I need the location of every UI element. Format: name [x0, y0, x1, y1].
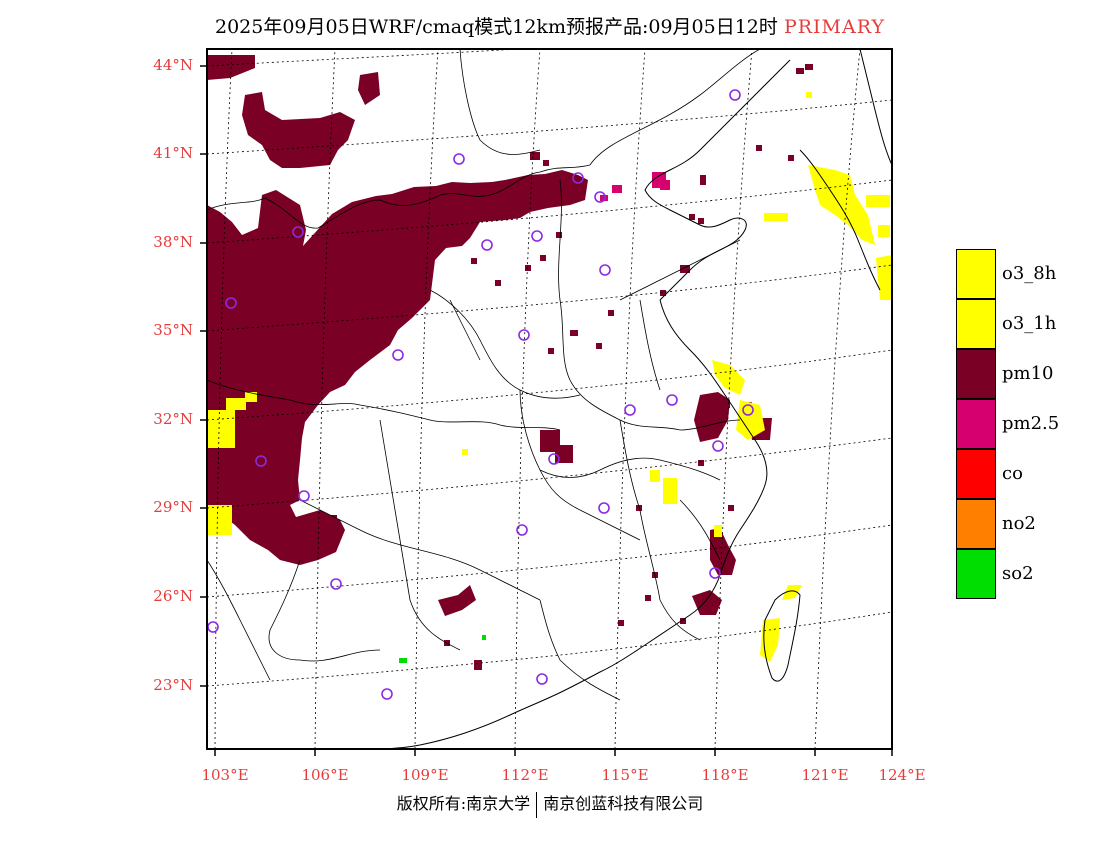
lon-label-112e: 112°E [501, 766, 549, 784]
map-title: 2025年09月05日WRF/cmaq模式12km预报产品:09月05日12时 … [0, 12, 1100, 39]
title-text: 2025年09月05日WRF/cmaq模式12km预报产品:09月05日12时 [214, 16, 778, 38]
lon-label-103e: 103°E [201, 766, 249, 784]
o3-patches [207, 92, 892, 662]
lat-label-44n: 44°N [153, 56, 193, 74]
legend-swatch [956, 399, 996, 449]
lat-label-35n: 35°N [153, 321, 193, 339]
pm10-region-west [207, 55, 834, 670]
legend-label: so2 [1002, 563, 1034, 584]
lat-label-32n: 32°N [153, 410, 193, 428]
legend-swatch [956, 499, 996, 549]
legend-swatch [956, 249, 996, 299]
legend-label: pm10 [1002, 363, 1054, 384]
legend-label: no2 [1002, 513, 1036, 534]
legend-swatch [956, 349, 996, 399]
legend-swatch [956, 299, 996, 349]
lat-label-26n: 26°N [153, 587, 193, 605]
city-markers [207, 89, 754, 700]
lat-label-29n: 29°N [153, 498, 193, 516]
legend-label: o3_8h [1002, 263, 1057, 284]
graticule [207, 49, 892, 749]
so2-patch [399, 658, 407, 663]
footer-divider [536, 791, 538, 818]
legend-label: pm2.5 [1002, 413, 1060, 434]
lon-label-118e: 118°E [701, 766, 749, 784]
legend-swatch [956, 549, 996, 599]
lon-label-109e: 109°E [401, 766, 449, 784]
lon-label-124e: 124°E [878, 766, 926, 784]
legend-swatch [956, 449, 996, 499]
legend-label: co [1002, 463, 1023, 484]
axis-ticks [200, 65, 893, 756]
map-frame [206, 48, 893, 750]
coastline [374, 49, 892, 749]
lat-label-38n: 38°N [153, 233, 193, 251]
lon-label-115e: 115°E [601, 766, 649, 784]
title-field: PRIMARY [783, 16, 885, 38]
legend-label: o3_1h [1002, 313, 1057, 334]
copyright-owner: 版权所有:南京大学 [396, 794, 531, 813]
copyright-footer: 版权所有:南京大学 南京创蓝科技有限公司 [0, 790, 1100, 818]
so2-patch-2 [482, 635, 486, 640]
lon-label-121e: 121°E [801, 766, 849, 784]
lon-label-106e: 106°E [301, 766, 349, 784]
copyright-company: 南京创蓝科技有限公司 [543, 794, 704, 813]
lat-label-23n: 23°N [153, 676, 193, 694]
lat-label-41n: 41°N [153, 144, 193, 162]
